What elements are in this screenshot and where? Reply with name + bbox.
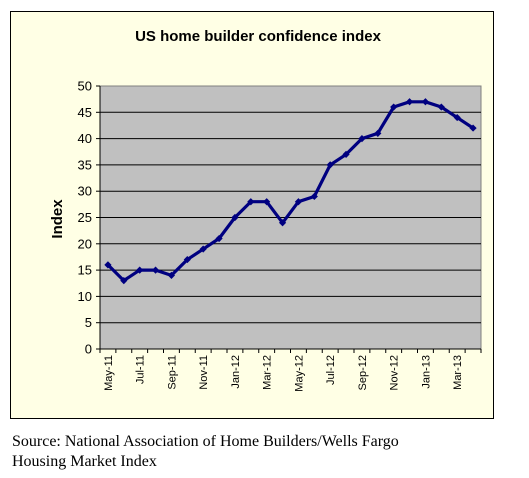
x-tick-label: Jan-12 [230, 355, 242, 389]
data-point [215, 234, 223, 243]
data-point [278, 219, 287, 227]
data-point [120, 277, 128, 285]
data-point [358, 135, 366, 143]
line-chart: US home builder confidence index Index 0… [49, 28, 482, 392]
y-tick-label: 50 [78, 79, 92, 94]
x-tick-label: Jan-13 [420, 355, 432, 389]
data-point [167, 271, 176, 279]
data-point [310, 192, 318, 201]
x-tick-label: Sep-12 [357, 355, 369, 390]
data-point [199, 245, 207, 253]
y-tick-label: 35 [78, 157, 92, 172]
chart-title: US home builder confidence index [135, 28, 382, 45]
source-line-1: Source: National Association of Home Bui… [12, 433, 399, 450]
x-tick-label: Mar-12 [262, 355, 274, 390]
source-line-2: Housing Market Index [12, 453, 157, 470]
y-tick-label: 5 [85, 315, 92, 330]
y-tick-label: 40 [78, 131, 92, 146]
data-point [247, 198, 255, 206]
x-tick-label: Nov-11 [198, 355, 210, 390]
data-point [104, 261, 112, 269]
data-point [263, 198, 271, 206]
data-point [374, 129, 382, 137]
x-tick-label: Sep-11 [166, 355, 178, 390]
chart-container: US home builder confidence index Index 0… [10, 11, 494, 419]
data-point [151, 266, 160, 274]
data-point [453, 113, 461, 122]
x-tick-label: May-12 [293, 355, 305, 392]
y-axis-label: Index [49, 199, 66, 239]
y-tick-label: 15 [78, 263, 92, 278]
data-point [405, 98, 414, 106]
data-point [421, 98, 430, 106]
data-point [294, 198, 303, 206]
x-tick-label: Nov-12 [389, 355, 401, 390]
y-tick-label: 10 [78, 289, 92, 304]
data-point [437, 103, 445, 111]
source-note: Source: National Association of Home Bui… [12, 432, 522, 472]
data-point [231, 213, 239, 222]
data-point [326, 161, 334, 169]
y-tick-label: 30 [78, 184, 92, 199]
x-tick-label: Jul-11 [135, 355, 147, 384]
data-point [342, 150, 350, 158]
data-point [136, 266, 144, 274]
y-tick-label: 25 [78, 210, 92, 225]
data-point [390, 103, 398, 111]
data-point [469, 124, 477, 132]
x-tick-label: Mar-13 [452, 355, 464, 390]
plot-area: 0 5 10 15 20 25 30 35 40 45 50 May-11 Jul-11 Sep-11 No… [78, 79, 482, 392]
y-tick-label: 0 [85, 342, 92, 357]
y-tick-label: 45 [78, 105, 92, 120]
y-tick-label: 20 [78, 236, 92, 251]
x-tick-label: May-11 [103, 355, 115, 391]
x-tick-label: Jul-12 [325, 355, 337, 385]
